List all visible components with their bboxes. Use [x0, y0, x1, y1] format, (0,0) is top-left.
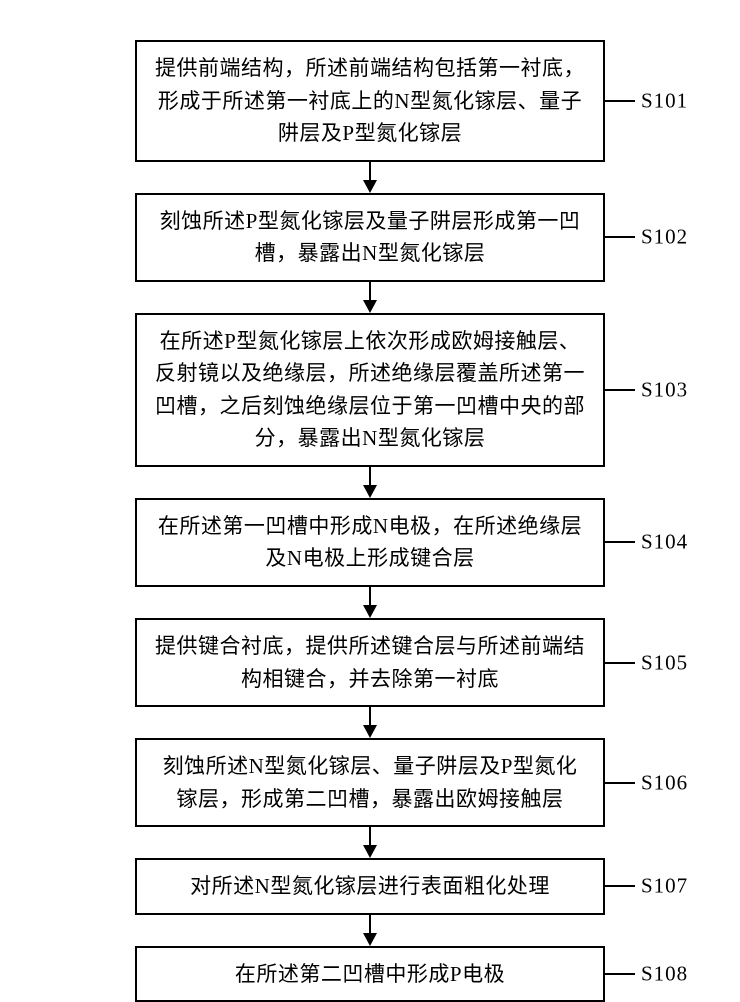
arrow-line: [369, 707, 371, 725]
arrow-line: [369, 162, 371, 180]
connector-line: [605, 236, 635, 238]
step-connector: S102: [605, 236, 635, 238]
flow-arrow: [363, 282, 377, 313]
step-label: S103: [641, 375, 688, 404]
step-box: 刻蚀所述P型氮化镓层及量子阱层形成第一凹槽，暴露出N型氮化镓层: [135, 193, 605, 282]
step-connector: S103: [605, 389, 635, 391]
step-row: 在所述P型氮化镓层上依次形成欧姆接触层、反射镜以及绝缘层，所述绝缘层覆盖所述第一…: [70, 313, 670, 467]
step-box: 对所述N型氮化镓层进行表面粗化处理: [135, 858, 605, 915]
step-row: 提供前端结构，所述前端结构包括第一衬底，形成于所述第一衬底上的N型氮化镓层、量子…: [70, 40, 670, 162]
step-row: 在所述第一凹槽中形成N电极，在所述绝缘层及N电极上形成键合层S104: [70, 498, 670, 587]
connector-line: [605, 782, 635, 784]
step-connector: S108: [605, 973, 635, 975]
connector-line: [605, 100, 635, 102]
flow-arrow: [363, 707, 377, 738]
step-row: 对所述N型氮化镓层进行表面粗化处理S107: [70, 858, 670, 915]
arrow-line: [369, 587, 371, 605]
step-row: 在所述第二凹槽中形成P电极S108: [70, 946, 670, 1002]
arrow-head-icon: [363, 933, 377, 946]
step-connector: S105: [605, 662, 635, 664]
step-box: 刻蚀所述N型氮化镓层、量子阱层及P型氮化镓层，形成第二凹槽，暴露出欧姆接触层: [135, 738, 605, 827]
flowchart: 提供前端结构，所述前端结构包括第一衬底，形成于所述第一衬底上的N型氮化镓层、量子…: [70, 40, 670, 1002]
arrow-line: [369, 282, 371, 300]
step-box: 在所述第二凹槽中形成P电极: [135, 946, 605, 1002]
step-box: 提供键合衬底，提供所述键合层与所述前端结构相键合，并去除第一衬底: [135, 618, 605, 707]
step-label: S107: [641, 872, 688, 901]
flowchart-page: 提供前端结构，所述前端结构包括第一衬底，形成于所述第一衬底上的N型氮化镓层、量子…: [0, 0, 740, 1000]
arrow-line: [369, 915, 371, 933]
arrow-line: [369, 827, 371, 845]
arrow-head-icon: [363, 845, 377, 858]
step-label: S106: [641, 768, 688, 797]
flow-arrow: [363, 915, 377, 946]
arrow-head-icon: [363, 605, 377, 618]
arrow-head-icon: [363, 485, 377, 498]
connector-line: [605, 973, 635, 975]
step-connector: S101: [605, 100, 635, 102]
connector-line: [605, 885, 635, 887]
arrow-head-icon: [363, 725, 377, 738]
step-label: S104: [641, 528, 688, 557]
arrow-head-icon: [363, 300, 377, 313]
step-connector: S104: [605, 541, 635, 543]
step-box: 提供前端结构，所述前端结构包括第一衬底，形成于所述第一衬底上的N型氮化镓层、量子…: [135, 40, 605, 162]
step-box: 在所述P型氮化镓层上依次形成欧姆接触层、反射镜以及绝缘层，所述绝缘层覆盖所述第一…: [135, 313, 605, 467]
step-connector: S106: [605, 782, 635, 784]
flow-arrow: [363, 162, 377, 193]
step-row: 刻蚀所述P型氮化镓层及量子阱层形成第一凹槽，暴露出N型氮化镓层S102: [70, 193, 670, 282]
flow-arrow: [363, 467, 377, 498]
connector-line: [605, 662, 635, 664]
flow-arrow: [363, 587, 377, 618]
flow-arrow: [363, 827, 377, 858]
connector-line: [605, 389, 635, 391]
arrow-line: [369, 467, 371, 485]
step-label: S108: [641, 959, 688, 988]
connector-line: [605, 541, 635, 543]
step-row: 刻蚀所述N型氮化镓层、量子阱层及P型氮化镓层，形成第二凹槽，暴露出欧姆接触层S1…: [70, 738, 670, 827]
step-label: S101: [641, 86, 688, 115]
step-label: S102: [641, 222, 688, 251]
step-row: 提供键合衬底，提供所述键合层与所述前端结构相键合，并去除第一衬底S105: [70, 618, 670, 707]
step-box: 在所述第一凹槽中形成N电极，在所述绝缘层及N电极上形成键合层: [135, 498, 605, 587]
arrow-head-icon: [363, 180, 377, 193]
step-label: S105: [641, 648, 688, 677]
step-connector: S107: [605, 885, 635, 887]
